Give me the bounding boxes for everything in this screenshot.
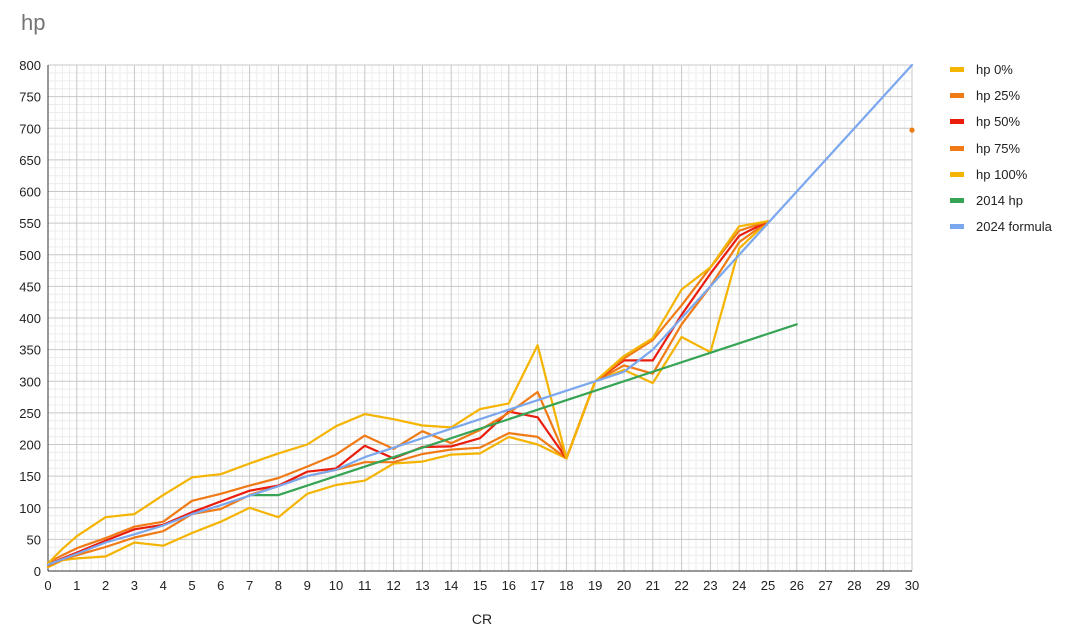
series-line-hp-75- — [46, 220, 770, 564]
y-tick-label: 750 — [19, 90, 41, 105]
data-point — [909, 127, 915, 133]
x-tick-label: 27 — [818, 578, 832, 593]
legend-item: hp 100% — [950, 161, 1052, 187]
data-points — [909, 127, 915, 133]
legend-item: hp 0% — [950, 56, 1052, 82]
y-tick-label: 0 — [34, 564, 41, 579]
x-axis-label: CR — [471, 611, 493, 627]
legend-item: hp 50% — [950, 109, 1052, 135]
tick-labels: 0 1 2 3 4 5 6 7 8 9 10 11 12 13 14 15 16 17 18 19 20 21 22 23 24… — [19, 58, 919, 593]
series-line-2024-formula — [46, 63, 914, 566]
x-tick-label: 6 — [217, 578, 224, 593]
series-line-hp-100- — [46, 220, 770, 565]
legend-label: 2014 hp — [976, 193, 1023, 209]
x-tick-label: 19 — [588, 578, 602, 593]
legend-swatch — [950, 92, 964, 98]
series-line-2014-hp — [248, 323, 798, 497]
x-tick-label: 5 — [188, 578, 195, 593]
legend-label: hp 75% — [976, 140, 1021, 156]
x-tick-label: 11 — [358, 578, 372, 593]
x-tick-label: 1 — [73, 578, 80, 593]
y-tick-label: 800 — [19, 58, 41, 73]
x-tick-label: 2 — [102, 578, 109, 593]
legend-swatch — [950, 171, 964, 177]
axes — [47, 65, 912, 572]
y-tick-label: 150 — [19, 469, 41, 484]
y-tick-label: 500 — [19, 248, 41, 263]
y-tick-label: 650 — [19, 153, 41, 168]
x-tick-label: 24 — [732, 578, 746, 593]
legend-swatch — [950, 145, 964, 151]
legend-label: hp 0% — [976, 61, 1013, 77]
x-tick-label: 30 — [905, 578, 919, 593]
x-tick-label: 4 — [160, 578, 167, 593]
x-tick-label: 20 — [617, 578, 631, 593]
legend-item: hp 75% — [950, 135, 1052, 161]
x-tick-label: 25 — [761, 578, 775, 593]
series-line-hp-0- — [46, 220, 770, 569]
x-tick-label: 12 — [386, 578, 400, 593]
x-tick-label: 21 — [646, 578, 660, 593]
legend: hp 0% hp 25% hp 50% hp 75% hp 100% 2014 hp 202… — [950, 56, 1052, 240]
grid-lines — [47, 64, 913, 572]
legend-item: hp 25% — [950, 82, 1052, 108]
y-tick-label: 100 — [19, 501, 41, 516]
legend-label: hp 50% — [976, 114, 1021, 130]
y-tick-label: 450 — [19, 279, 41, 294]
legend-label: hp 100% — [976, 166, 1028, 182]
legend-label: hp 25% — [976, 87, 1021, 103]
x-tick-label: 26 — [790, 578, 804, 593]
x-tick-label: 14 — [444, 578, 458, 593]
x-tick-label: 17 — [530, 578, 544, 593]
legend-label: 2024 formula — [976, 219, 1052, 235]
x-tick-label: 29 — [876, 578, 890, 593]
x-tick-label: 18 — [559, 578, 573, 593]
series-line-hp-25- — [46, 220, 770, 567]
chart-title: hp — [21, 10, 46, 35]
x-tick-label: 15 — [473, 578, 487, 593]
y-tick-label: 200 — [19, 438, 41, 453]
y-tick-label: 400 — [19, 311, 41, 326]
y-tick-label: 600 — [19, 185, 41, 200]
legend-item: 2014 hp — [950, 187, 1052, 213]
y-tick-label: 550 — [19, 216, 41, 231]
legend-swatch — [950, 224, 964, 230]
x-tick-label: 28 — [847, 578, 861, 593]
x-tick-label: 9 — [304, 578, 311, 593]
y-tick-label: 250 — [19, 406, 41, 421]
legend-swatch — [950, 198, 964, 204]
x-tick-label: 0 — [44, 578, 51, 593]
legend-swatch — [950, 119, 964, 125]
legend-item: 2024 formula — [950, 214, 1052, 240]
series-line-hp-50- — [46, 220, 770, 566]
y-tick-label: 700 — [19, 121, 41, 136]
x-tick-label: 16 — [502, 578, 516, 593]
legend-swatch — [950, 66, 964, 72]
x-tick-label: 7 — [246, 578, 253, 593]
x-tick-label: 10 — [329, 578, 343, 593]
y-tick-label: 350 — [19, 343, 41, 358]
x-tick-label: 22 — [674, 578, 688, 593]
x-tick-label: 23 — [703, 578, 717, 593]
x-tick-label: 3 — [131, 578, 138, 593]
series-lines — [46, 63, 914, 569]
y-tick-label: 50 — [27, 532, 41, 547]
x-tick-label: 8 — [275, 578, 282, 593]
y-tick-label: 300 — [19, 374, 41, 389]
x-tick-label: 13 — [415, 578, 429, 593]
